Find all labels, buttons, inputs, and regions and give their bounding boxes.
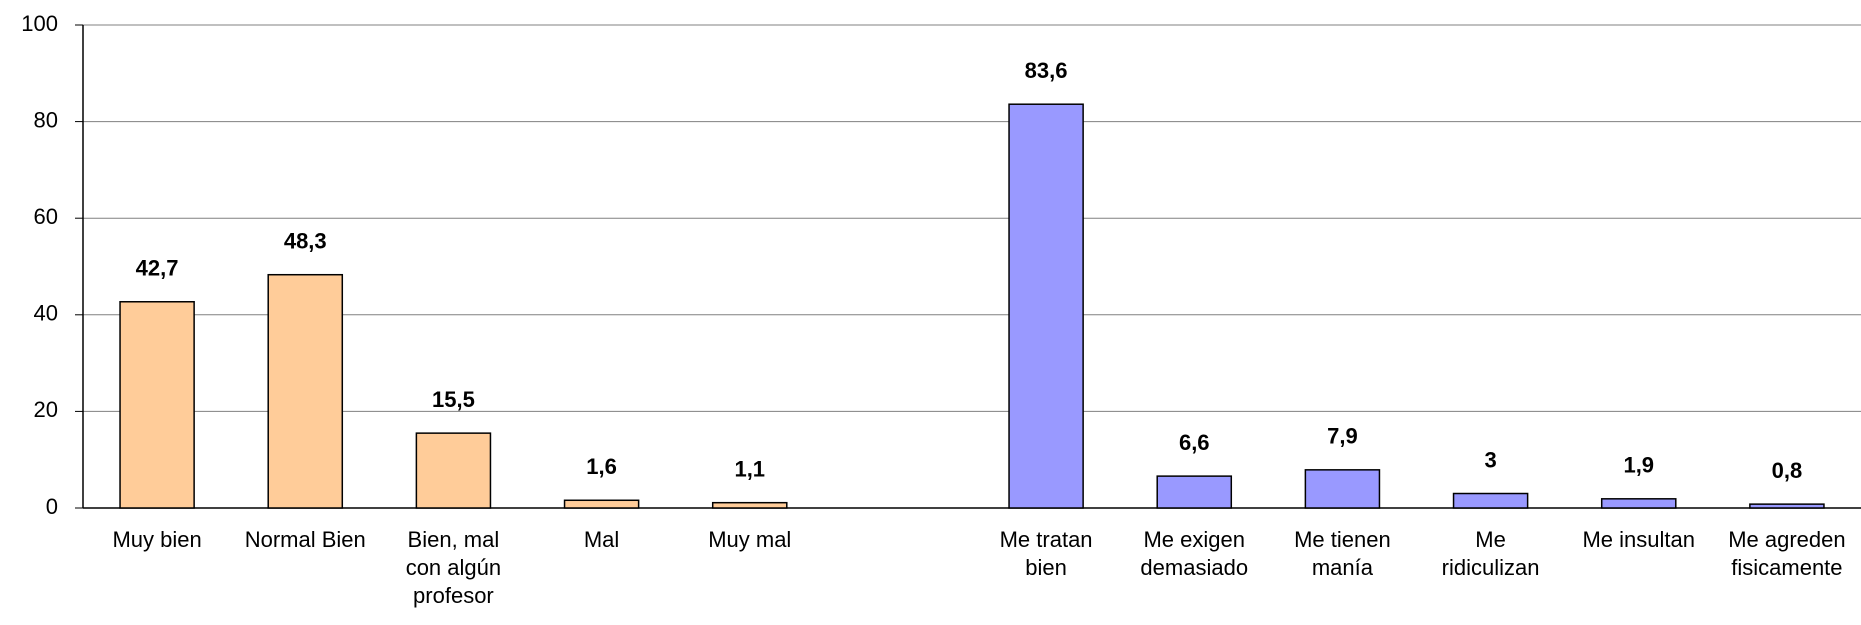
bar [119, 301, 195, 509]
x-tick-label: Normal Bien [244, 527, 366, 552]
value-label: 1,6 [586, 454, 617, 479]
y-tick-label: 0 [46, 494, 58, 519]
y-tick-label: 60 [34, 204, 58, 229]
x-tick-label: Muy mal [708, 527, 792, 552]
x-tick-label: Mal [583, 527, 620, 552]
bar [1749, 503, 1825, 509]
bar [415, 432, 492, 509]
value-label: 42,7 [136, 256, 179, 281]
x-tick-label: Me agreden fisicamente [1728, 527, 1846, 580]
bar [1156, 475, 1233, 509]
value-label: 83,6 [1025, 58, 1068, 83]
x-tick-label: Muy bien [112, 527, 202, 552]
bar [1008, 103, 1084, 509]
bar [267, 273, 344, 509]
y-tick-label: 40 [34, 301, 58, 326]
x-tick-label: Bien, mal con algún profesor [405, 527, 502, 608]
x-tick-label: Me exigen demasiado [1140, 527, 1249, 580]
bar [711, 501, 788, 509]
x-tick-label: Me tienen manía [1294, 527, 1391, 580]
bar [1304, 469, 1381, 509]
value-label: 1,1 [734, 456, 765, 481]
value-label: 48,3 [284, 229, 327, 254]
value-label: 15,5 [432, 387, 475, 412]
bar [1600, 498, 1677, 509]
value-label: 0,8 [1772, 458, 1803, 483]
value-label: 1,9 [1623, 453, 1654, 478]
bar [1452, 492, 1529, 509]
x-tick-label: Me insultan [1582, 527, 1695, 552]
value-label: 6,6 [1179, 430, 1210, 455]
x-tick-label: Me ridiculizan [1441, 527, 1540, 580]
value-label: 3 [1484, 447, 1496, 472]
value-label: 7,9 [1327, 424, 1358, 449]
bar [563, 499, 640, 509]
y-tick-label: 80 [34, 107, 58, 132]
y-tick-label: 100 [21, 11, 58, 36]
y-tick-label: 20 [34, 397, 58, 422]
x-tick-label: Me tratan bien [999, 527, 1093, 580]
